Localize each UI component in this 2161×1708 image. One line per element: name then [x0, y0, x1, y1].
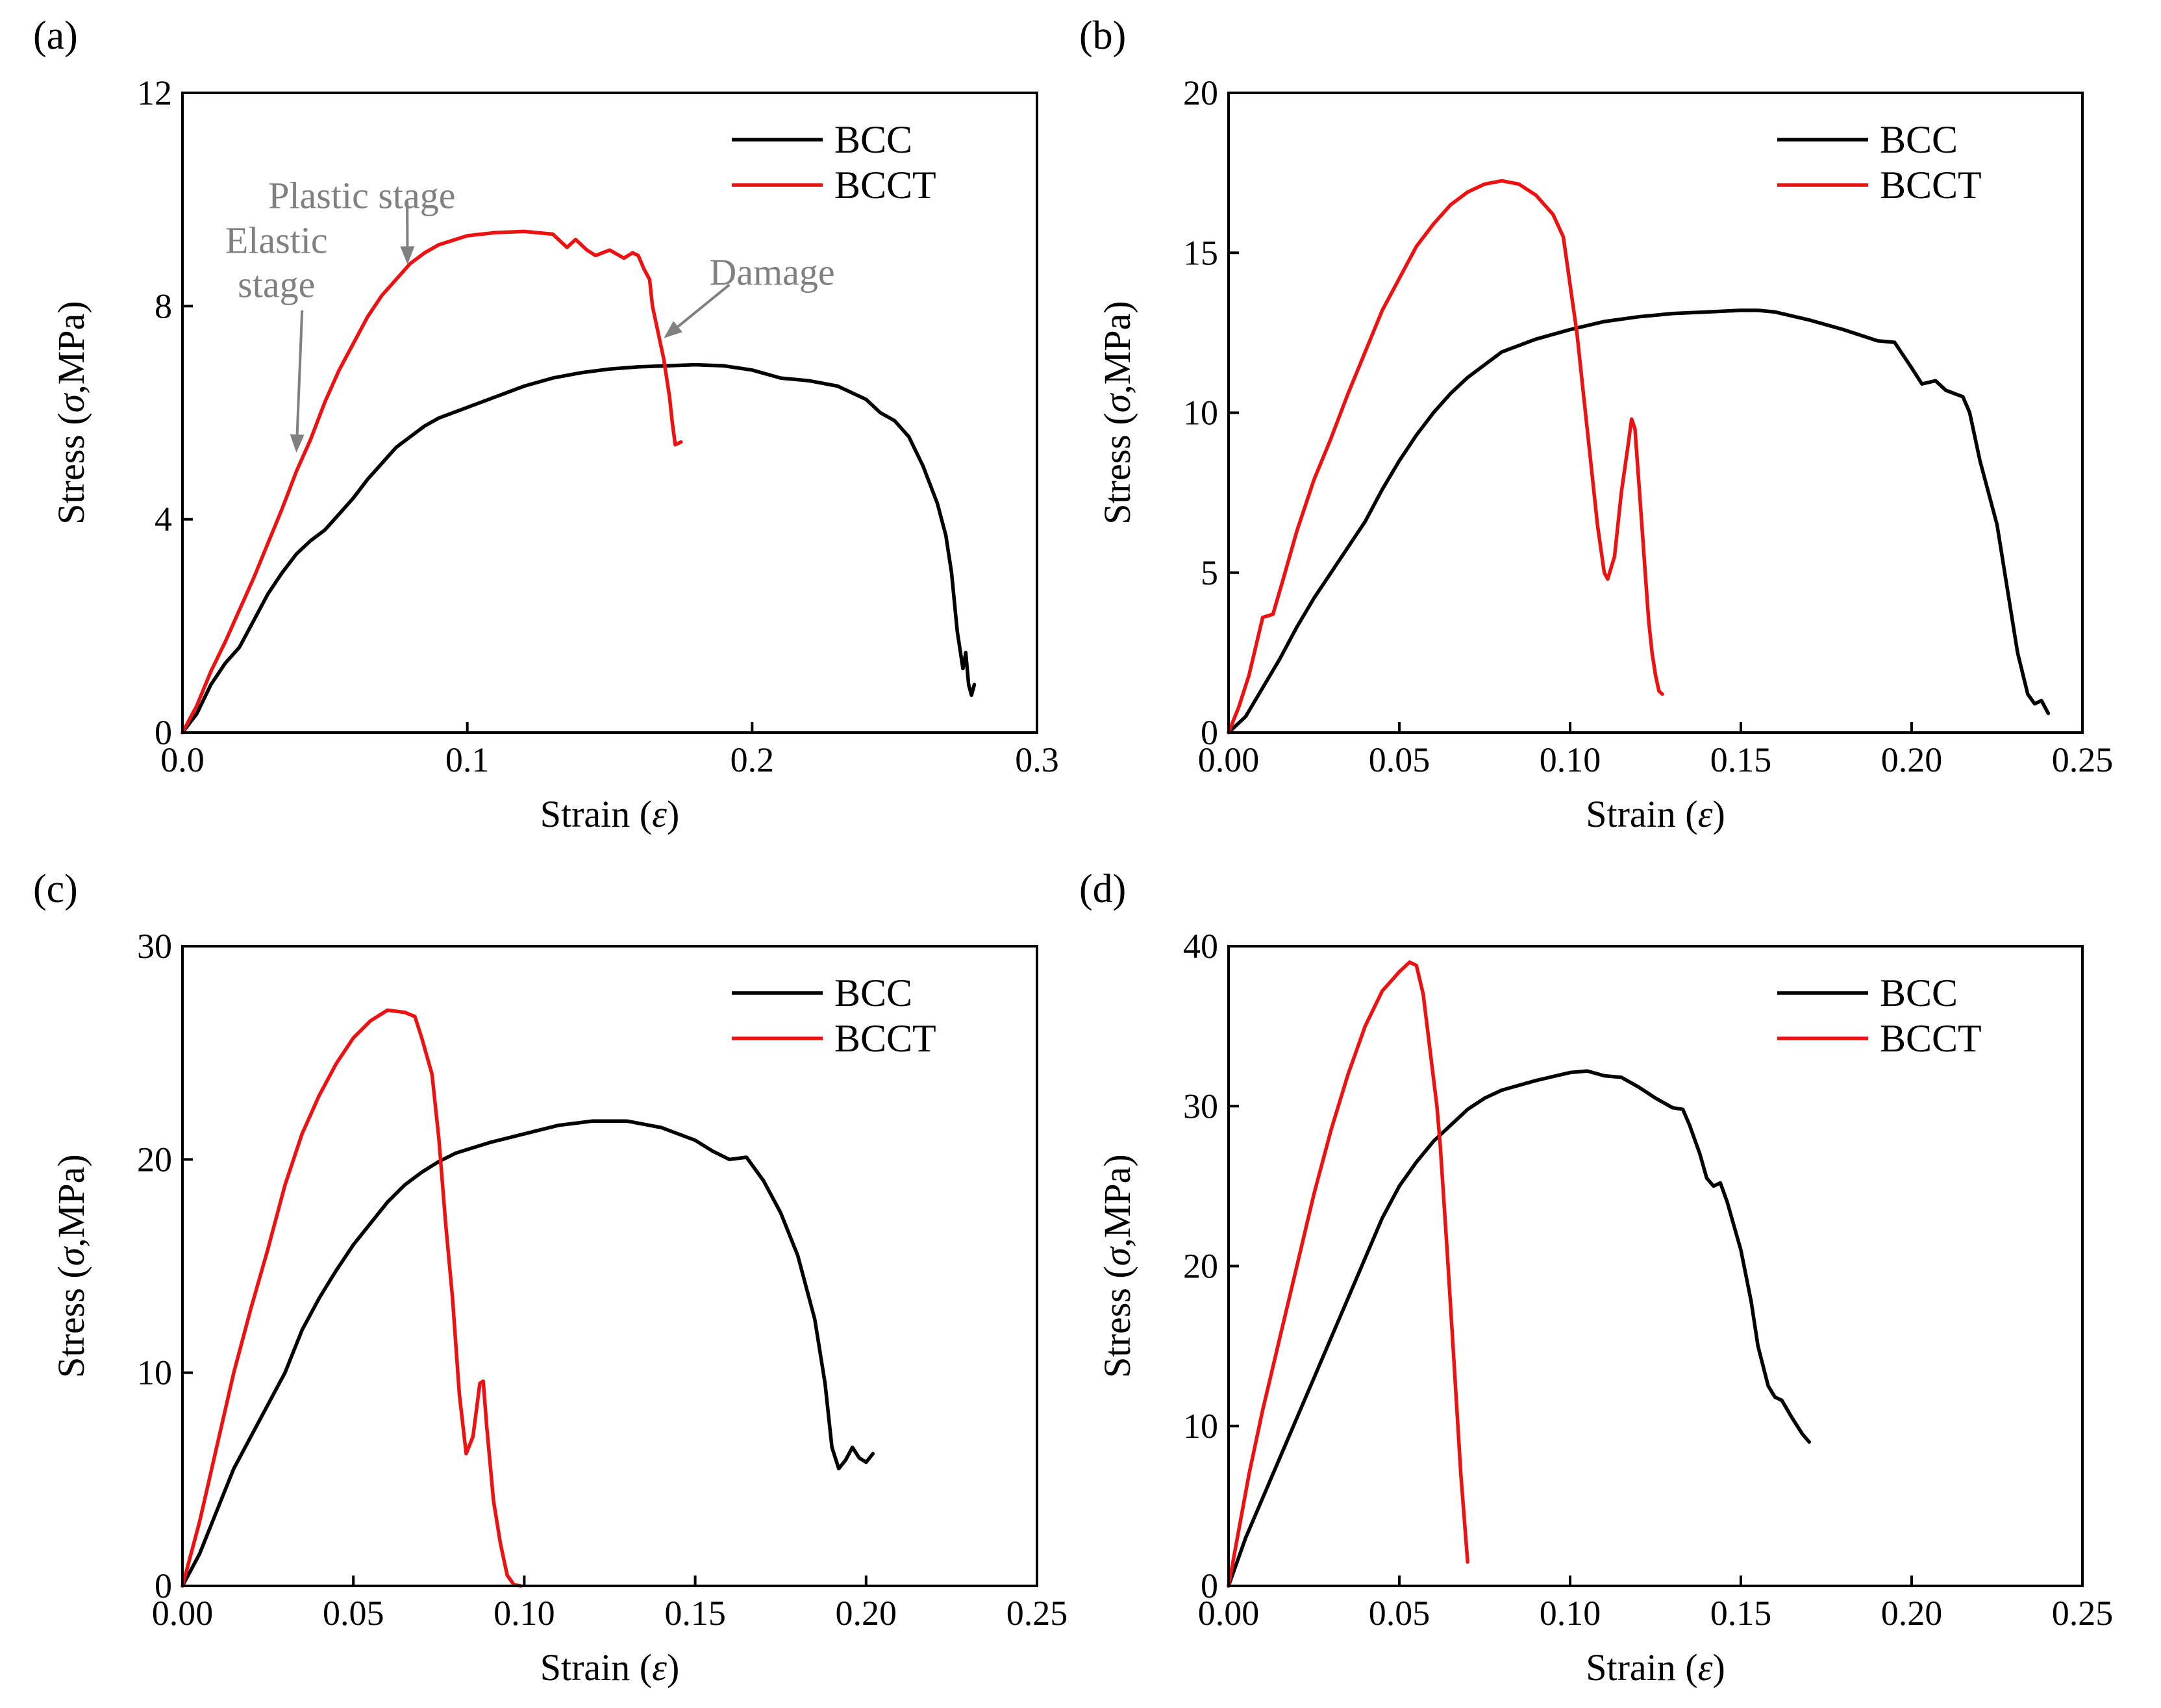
- y-tick-label: 10: [1183, 394, 1218, 433]
- series-line-bcc: [1227, 1069, 1811, 1588]
- series-line-bcct: [181, 229, 683, 735]
- series-line-bcc: [181, 362, 977, 735]
- annotation-plastic-stage: Plastic stage: [268, 174, 456, 265]
- panel-d: (d) 0.00 0.05 0.10 0.15 0.20 0.25 0 10 20 30 40 Stra…: [1079, 867, 2113, 1689]
- annotation-arrowhead: [290, 434, 305, 453]
- panel-b: (b) 0.00 0.05 0.10 0.15 0.20 0.25 0 5 10 15 20 Strai…: [1079, 14, 2113, 835]
- x-tick-label: 0.00: [152, 1594, 214, 1633]
- y-tick-label: 10: [137, 1353, 172, 1392]
- y-tick-label: 0: [155, 1566, 172, 1605]
- series-line-bcc: [181, 1119, 875, 1588]
- legend-label-bcc: BCC: [834, 118, 912, 161]
- x-tick-label: 0.10: [493, 1594, 555, 1633]
- y-tick-label: 8: [155, 286, 172, 325]
- y-tick-label: 20: [137, 1140, 172, 1179]
- x-tick-label: 0.0: [160, 740, 205, 779]
- y-axis-label: Stress (σ,MPa): [1096, 1154, 1138, 1377]
- legend-label-bcct: BCCT: [1880, 1017, 1982, 1060]
- legend-label-bcct: BCCT: [834, 1017, 936, 1060]
- x-tick-label: 0.25: [2052, 1594, 2114, 1633]
- y-tick-label: 40: [1183, 927, 1218, 966]
- x-axis-label: Strain (ε): [540, 793, 680, 835]
- annotation-arrowhead: [400, 246, 415, 265]
- x-axis-label: Strain (ε): [540, 1646, 680, 1689]
- y-axis-label: Stress (σ,MPa): [1096, 301, 1138, 524]
- y-axis-label: Stress (σ,MPa): [50, 1154, 92, 1377]
- x-tick-label: 0.10: [1540, 740, 1601, 779]
- x-tick-label: 0.05: [323, 1594, 384, 1633]
- x-tick-label: 0.20: [1881, 740, 1943, 779]
- annotation-arrow: [677, 283, 731, 328]
- panel-tag: (b): [1079, 14, 1126, 58]
- legend-label-bcc: BCC: [1880, 118, 1958, 161]
- y-axis-label: Stress (σ,MPa): [50, 301, 92, 524]
- x-tick-label: 0.20: [1881, 1594, 1943, 1633]
- y-tick-label: 0: [1201, 1566, 1218, 1605]
- series-line-bcct: [181, 1008, 523, 1588]
- panel-a: (a) 0.0 0.1 0.2 0.3 0 4 8 12 Strain (ε) Stress (σ,…: [33, 14, 1059, 835]
- series-line-bcct: [1227, 179, 1664, 735]
- x-tick-label: 0.00: [1198, 740, 1260, 779]
- y-tick-label: 0: [1201, 713, 1218, 752]
- y-tick-label: 4: [155, 500, 172, 539]
- panel-c: (c) 0.00 0.05 0.10 0.15 0.20 0.25 0 10 20 30 Strain…: [33, 867, 1068, 1689]
- x-tick-label: 0.15: [1710, 1594, 1772, 1633]
- annotation-label: stage: [238, 263, 315, 305]
- y-tick-label: 20: [1183, 73, 1218, 112]
- x-tick-label: 0.00: [1198, 1594, 1260, 1633]
- legend-label-bcct: BCCT: [834, 164, 936, 207]
- plot-frame: [181, 945, 1038, 1587]
- x-tick-label: 0.3: [1015, 740, 1059, 779]
- series-line-bcc: [1227, 308, 2051, 735]
- panel-tag: (a): [33, 14, 78, 58]
- x-tick-label: 0.2: [731, 740, 775, 779]
- x-tick-label: 0.05: [1369, 740, 1430, 779]
- x-tick-label: 0.1: [445, 740, 490, 779]
- y-tick-label: 0: [155, 713, 172, 752]
- panel-tag: (c): [33, 867, 78, 911]
- y-tick-label: 5: [1201, 553, 1218, 592]
- annotation-arrow: [295, 310, 304, 435]
- annotation-label: Plastic stage: [268, 174, 455, 216]
- plot-frame: [181, 92, 1038, 734]
- x-tick-label: 0.05: [1369, 1594, 1430, 1633]
- panel-tag: (d): [1079, 867, 1126, 911]
- annotation-label: Damage: [709, 251, 834, 294]
- y-tick-label: 15: [1183, 233, 1218, 272]
- annotation-arrowhead: [664, 321, 682, 338]
- x-tick-label: 0.25: [2052, 740, 2114, 779]
- legend-label-bcc: BCC: [834, 972, 912, 1014]
- y-tick-label: 10: [1183, 1407, 1218, 1446]
- series-line-bcct: [1227, 960, 1469, 1588]
- legend-label-bcct: BCCT: [1880, 164, 1982, 207]
- y-tick-label: 12: [137, 73, 172, 112]
- x-axis-label: Strain (ε): [1586, 1646, 1725, 1689]
- x-tick-label: 0.10: [1540, 1594, 1601, 1633]
- x-axis-label: Strain (ε): [1586, 793, 1725, 835]
- legend-label-bcc: BCC: [1880, 972, 1958, 1014]
- annotation-label: Elastic: [225, 219, 328, 261]
- x-tick-label: 0.20: [836, 1594, 897, 1633]
- x-tick-label: 0.15: [664, 1594, 726, 1633]
- x-tick-label: 0.25: [1006, 1594, 1068, 1633]
- y-tick-label: 20: [1183, 1247, 1218, 1286]
- y-tick-label: 30: [137, 927, 172, 966]
- annotation-damage: Damage: [664, 251, 835, 338]
- y-tick-label: 30: [1183, 1086, 1218, 1125]
- x-tick-label: 0.15: [1710, 740, 1772, 779]
